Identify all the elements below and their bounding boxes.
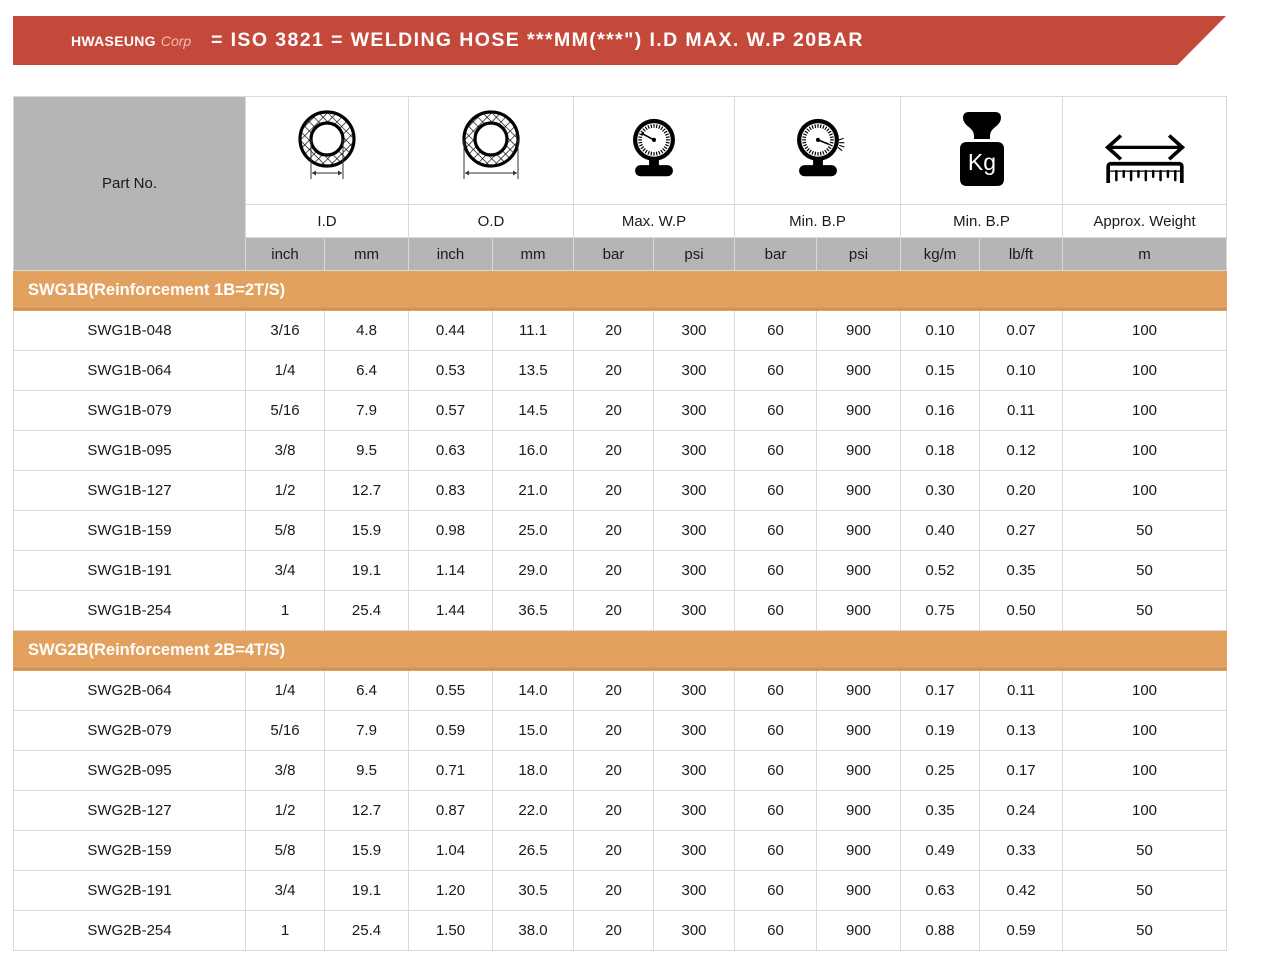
svg-text:Kg: Kg — [967, 149, 995, 175]
